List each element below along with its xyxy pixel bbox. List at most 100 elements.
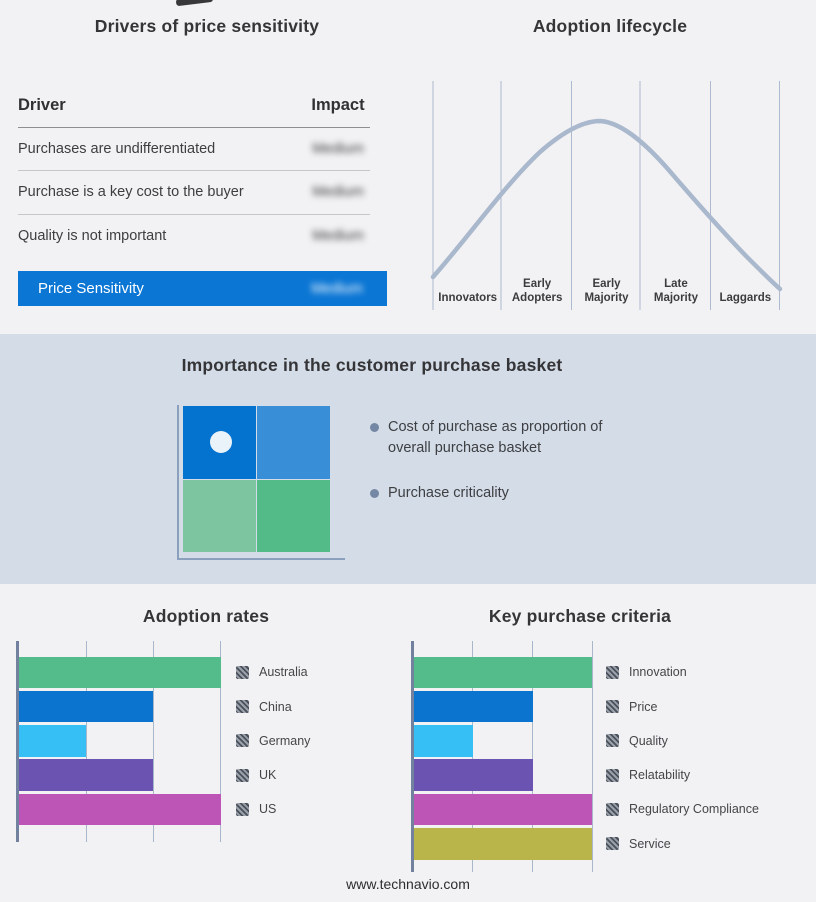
bullet-text: Cost of purchase as proportion of overal…	[388, 419, 603, 457]
impact-cell-blurred: Medium	[312, 184, 364, 201]
bar	[19, 690, 154, 723]
lifecycle-stage-labels: Innovators Early Adopters Early Majority…	[433, 262, 780, 306]
stage-label: Early Majority	[584, 277, 629, 305]
website-url: www.technavio.com	[346, 876, 470, 892]
legend-label: UK	[259, 768, 277, 783]
gridline	[531, 641, 533, 872]
legend-entry: Regulatory Compliance	[606, 794, 759, 826]
legend-label: Germany	[259, 733, 311, 748]
hatched-swatch-icon	[236, 665, 249, 679]
quadrant-bottom-right	[257, 479, 330, 552]
key-criteria-bars	[413, 656, 593, 860]
legend-entry: Australia	[236, 657, 310, 689]
bar	[19, 759, 154, 792]
bar	[19, 793, 221, 826]
gridline	[591, 641, 593, 872]
column-header-driver: Driver	[18, 96, 66, 114]
highlight-driver-cell: Price Sensitivity	[38, 280, 144, 297]
legend-label: Quality	[629, 733, 668, 748]
legend-entry: UK	[236, 759, 310, 791]
adoption-rates-axis	[16, 641, 19, 842]
gridline	[152, 641, 154, 842]
bar	[19, 725, 87, 757]
lifecycle-gridlines	[432, 81, 780, 310]
basket-bullet-list: Cost of purchase as proportion of overal…	[370, 417, 632, 528]
price-sensitivity-highlight-row: Price Sensitivity Medium	[18, 271, 387, 306]
quadrant-matrix	[183, 406, 330, 552]
table-header-rule	[18, 127, 370, 129]
bar	[413, 827, 593, 860]
hatched-swatch-icon	[236, 734, 249, 748]
stage-label: Laggards	[719, 292, 772, 305]
legend-entry: Germany	[236, 725, 310, 757]
stage-label: Innovators	[438, 292, 498, 305]
stage-label: Early Adopters	[511, 277, 563, 305]
cropped-text-artifact	[175, 0, 214, 7]
impact-cell-blurred: Medium	[312, 141, 364, 158]
impact-cell-blurred: Medium	[312, 228, 364, 245]
hatched-swatch-icon	[236, 768, 249, 782]
hatched-swatch-icon	[606, 802, 619, 816]
hatched-swatch-icon	[606, 700, 619, 714]
legend-label: Regulatory Compliance	[629, 802, 759, 817]
drivers-table-rows: Purchases are undifferentiated Medium Pu…	[18, 128, 370, 258]
drivers-panel-title: Drivers of price sensitivity	[94, 16, 320, 36]
stage-label: Late Majority	[653, 277, 698, 305]
lifecycle-panel-title: Adoption lifecycle	[532, 16, 688, 36]
table-row: Purchase is a key cost to the buyer Medi…	[18, 171, 370, 215]
bullet-item: Purchase criticality	[370, 483, 632, 504]
bullet-icon	[370, 489, 379, 499]
legend-entry: Relatability	[606, 759, 759, 791]
legend-label: Service	[629, 836, 671, 851]
hatched-swatch-icon	[236, 802, 249, 816]
legend-entry: Price	[606, 691, 759, 723]
hatched-swatch-icon	[606, 734, 619, 748]
legend-entry: US	[236, 794, 310, 826]
bar	[413, 793, 593, 826]
highlight-impact-cell-blurred: Medium	[311, 280, 363, 297]
legend-label: Price	[629, 699, 658, 714]
gridline	[220, 641, 221, 842]
legend-entry: Innovation	[606, 657, 759, 689]
bar	[413, 656, 593, 689]
bell-curve	[430, 118, 783, 292]
table-row: Purchases are undifferentiated Medium	[18, 128, 370, 172]
bullet-icon	[370, 423, 379, 432]
driver-cell: Purchases are undifferentiated	[18, 141, 216, 158]
column-header-impact: Impact	[311, 96, 365, 114]
gridline	[85, 641, 87, 842]
hatched-swatch-icon	[606, 837, 619, 851]
quadrant-bottom-left	[183, 479, 256, 552]
quadrant-x-axis	[177, 558, 345, 560]
purchase-basket-band	[0, 334, 816, 584]
key-criteria-title: Key purchase criteria	[488, 606, 672, 626]
legend-label: China	[259, 699, 292, 714]
quadrant-top-right	[257, 406, 330, 479]
adoption-rates-legend: Australia China Germany UK US	[236, 657, 310, 826]
bar	[413, 690, 533, 723]
adoption-lifecycle-chart	[430, 81, 783, 310]
driver-cell: Purchase is a key cost to the buyer	[18, 184, 244, 201]
bar	[413, 725, 474, 757]
quadrant-y-axis	[177, 405, 179, 559]
legend-entry: Service	[606, 828, 759, 860]
legend-entry: Quality	[606, 725, 759, 757]
legend-label: Innovation	[629, 665, 687, 680]
adoption-rates-bars	[19, 656, 221, 826]
bar	[19, 656, 221, 689]
quadrant-marker-dot	[210, 431, 232, 453]
hatched-swatch-icon	[606, 665, 619, 679]
legend-label: US	[259, 802, 277, 817]
basket-panel-title: Importance in the customer purchase bask…	[181, 355, 563, 375]
key-criteria-legend: Innovation Price Quality Relatability Re…	[606, 657, 759, 860]
bullet-text: Purchase criticality	[388, 485, 509, 502]
table-row: Quality is not important Medium	[18, 215, 370, 258]
legend-label: Australia	[259, 665, 308, 680]
bullet-item: Cost of purchase as proportion of overal…	[370, 417, 632, 459]
legend-entry: China	[236, 691, 310, 723]
legend-label: Relatability	[629, 768, 691, 783]
hatched-swatch-icon	[236, 700, 249, 714]
drivers-table-header: Driver Impact	[18, 96, 370, 115]
adoption-rates-title: Adoption rates	[142, 606, 270, 626]
